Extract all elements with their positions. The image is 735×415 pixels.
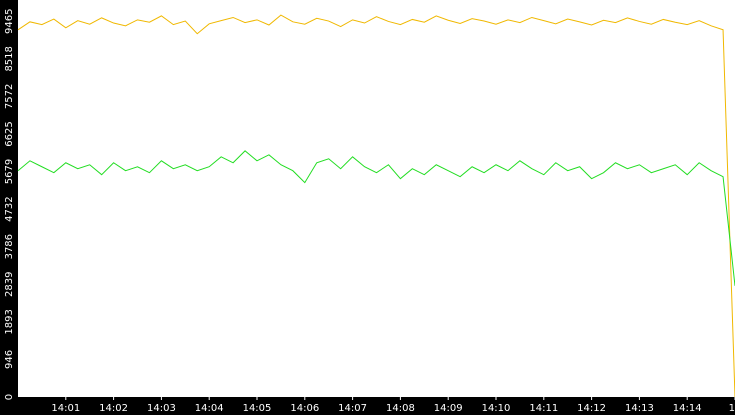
- y-tick-label: 9465: [4, 9, 15, 34]
- y-tick-label: 1893: [4, 309, 15, 334]
- y-tick-label: 3786: [4, 234, 15, 259]
- x-tick-label: 14:09: [434, 403, 463, 414]
- x-tick-label: 14:02: [99, 403, 128, 414]
- y-tick-label: 0: [4, 394, 15, 400]
- x-tick-label: 14:03: [147, 403, 176, 414]
- x-tick-label: 14:12: [577, 403, 606, 414]
- x-tick-label: 14: [729, 403, 735, 414]
- y-tick-label: 946: [4, 350, 15, 369]
- y-tick-label: 7572: [4, 84, 15, 109]
- y-tick-label: 8518: [4, 46, 15, 71]
- x-axis-band: [0, 397, 735, 415]
- line: [17, 150, 735, 286]
- y-tick-label: 4732: [4, 196, 15, 221]
- x-tick-label: 14:07: [338, 403, 367, 414]
- x-tick-label: 14:04: [195, 403, 224, 414]
- x-tick-label: 14:05: [243, 403, 272, 414]
- x-tick-label: 14:14: [673, 403, 702, 414]
- x-tick-label: 14:10: [482, 403, 511, 414]
- y-tick-label: 2839: [4, 272, 15, 297]
- x-tick-label: 14:06: [290, 403, 319, 414]
- y-tick-label: 5679: [4, 159, 15, 184]
- line: [17, 14, 735, 398]
- x-tick-label: 14:11: [529, 403, 558, 414]
- y-tick-label: 6625: [4, 121, 15, 146]
- x-tick-label: 14:08: [386, 403, 415, 414]
- x-tick-label: 14:01: [51, 403, 80, 414]
- y-axis-band: [0, 0, 18, 415]
- x-tick-label: 14:13: [625, 403, 654, 414]
